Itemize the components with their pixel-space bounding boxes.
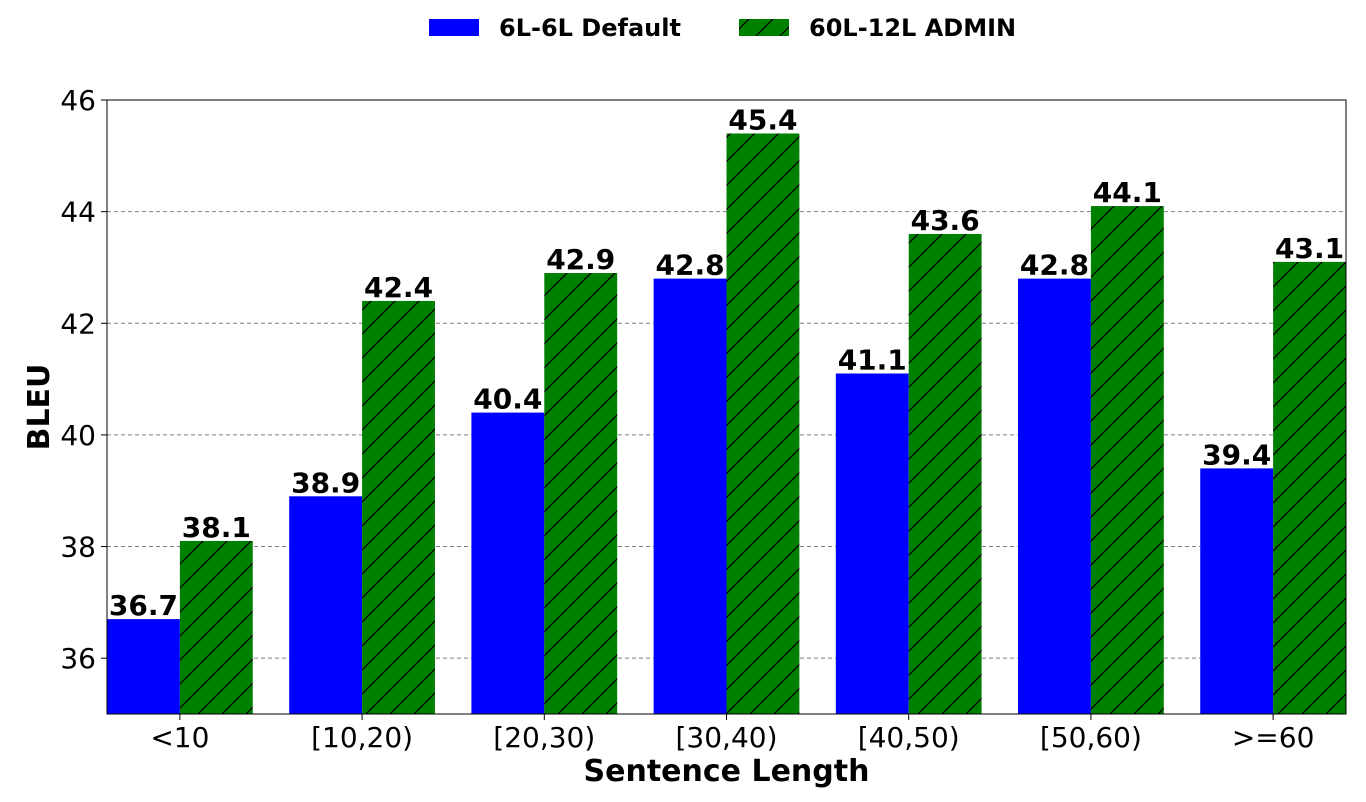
bar-default: [107, 619, 180, 714]
x-axis: <10 [10,20) [20,30) [30,40) [40,50) [50,60) >=…: [150, 714, 1314, 754]
y-axis-title: BLEU: [22, 364, 57, 451]
y-tick-label: 36: [60, 642, 96, 675]
bar-admin: [544, 273, 618, 714]
bar-default: [653, 278, 727, 714]
bar-admin: [726, 133, 800, 714]
x-tick-label: [40,50): [858, 721, 960, 754]
data-label: 39.4: [1202, 438, 1271, 471]
y-tick-label: 42: [60, 307, 96, 340]
x-tick-label: [30,40): [675, 721, 777, 754]
legend-label: 60L-12L ADMIN: [809, 14, 1016, 42]
legend: 6L-6L Default 60L-12L ADMIN: [429, 14, 1016, 42]
x-tick-label: [50,60): [1040, 721, 1142, 754]
data-label: 40.4: [473, 383, 542, 416]
x-axis-title: Sentence Length: [584, 754, 870, 789]
legend-swatch-default: [429, 19, 479, 36]
data-label: 42.8: [656, 249, 725, 282]
data-label: 38.9: [291, 466, 360, 499]
bar-default: [471, 412, 545, 714]
data-label: 38.1: [182, 511, 251, 544]
y-tick-label: 44: [60, 196, 96, 229]
data-label: 36.7: [109, 589, 178, 622]
data-label: 41.1: [838, 344, 907, 377]
legend-swatch-admin: [739, 19, 789, 36]
bar-default: [1018, 278, 1091, 714]
bar-admin: [362, 300, 435, 714]
bar-default: [1200, 468, 1274, 714]
data-label: 44.1: [1093, 176, 1162, 209]
bar-admin: [908, 233, 982, 715]
y-tick-label: 38: [60, 531, 96, 564]
data-label: 43.6: [911, 204, 980, 237]
bar-admin: [1273, 261, 1346, 714]
data-label: 45.4: [728, 103, 797, 136]
x-tick-label: >=60: [1232, 721, 1315, 754]
bar-default: [289, 496, 363, 714]
bar-default: [835, 373, 909, 714]
data-label: 42.4: [364, 271, 433, 304]
legend-label: 6L-6L Default: [499, 14, 681, 42]
data-label: 42.9: [546, 243, 615, 276]
y-tick-label: 40: [60, 419, 96, 452]
x-tick-label: [10,20): [311, 721, 413, 754]
bar-admin: [1090, 206, 1164, 714]
x-tick-label: [20,30): [493, 721, 595, 754]
data-label: 43.1: [1275, 232, 1344, 265]
data-labels: 36.7 38.1 38.9 42.4 40.4 42.9 42.8 45.4 41.1 43.6…: [109, 103, 1344, 622]
y-axis: 36 38 40 42 44 46: [60, 84, 107, 675]
data-label: 42.8: [1020, 249, 1089, 282]
y-tick-label: 46: [60, 84, 96, 117]
bars: [107, 133, 1346, 715]
x-tick-label: <10: [150, 721, 209, 754]
bar-admin: [179, 540, 253, 714]
